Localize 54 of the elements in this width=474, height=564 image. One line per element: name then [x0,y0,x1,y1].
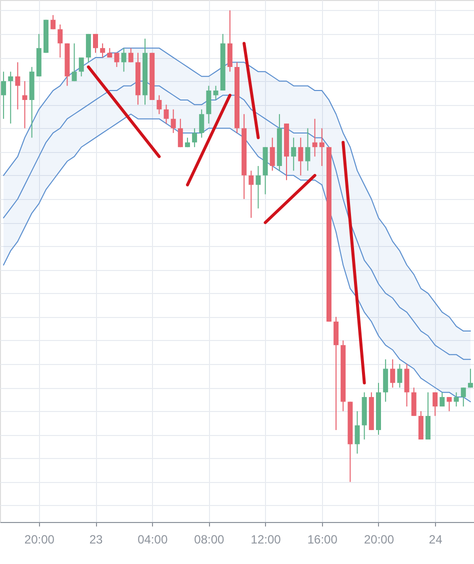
candlestick [213,85,218,100]
candlestick [156,94,162,115]
x-tick-label: 23 [89,532,103,546]
candlestick [270,137,275,172]
candlestick [1,71,6,120]
candlestick [78,57,84,77]
x-tick-label: 24 [428,532,443,546]
candlestick [22,80,28,129]
candlestick [446,396,452,412]
candlestick [164,104,169,124]
candlestick [86,33,91,63]
candlestick [192,128,198,148]
candlestick [383,358,388,402]
candlestick [440,392,445,407]
candlestick [418,410,424,440]
candlestick [72,42,77,82]
candlestick [100,42,106,58]
candlestick [411,387,416,416]
x-tick-label: 16:00 [307,532,338,546]
candlestick [390,358,396,388]
candlestick [114,52,120,68]
candlestick [128,48,134,63]
candlestick [121,48,126,72]
candlestick [305,128,310,172]
x-tick-label: 12:00 [250,532,282,546]
x-tick-label: 20:00 [24,532,55,546]
candlestick [334,316,339,431]
x-tick-label: 20:00 [364,532,394,546]
candlestick [93,33,98,54]
candlestick [206,85,212,124]
candlestick [298,137,304,176]
candlestick [426,392,431,440]
candlestick [454,392,459,407]
candlestick [199,108,204,138]
candlestick [256,165,261,209]
candlestick [460,387,466,407]
candlestick [170,108,176,134]
candlestick [468,368,473,388]
candlestick [227,10,232,72]
candlestick [50,14,56,30]
candlestick [404,364,410,407]
candlestick [58,24,63,58]
candlestick [8,71,14,124]
candlestick [319,128,324,166]
candlestick [312,118,318,158]
candlestick [432,392,438,416]
candlestick [15,62,20,110]
candlestick [397,364,402,388]
candlestick [291,137,296,172]
x-tick-label: 08:00 [194,532,225,546]
candlestick [354,410,360,454]
x-tick-label: 04:00 [138,532,168,546]
candlestick [248,170,254,218]
candlestick [178,118,183,148]
